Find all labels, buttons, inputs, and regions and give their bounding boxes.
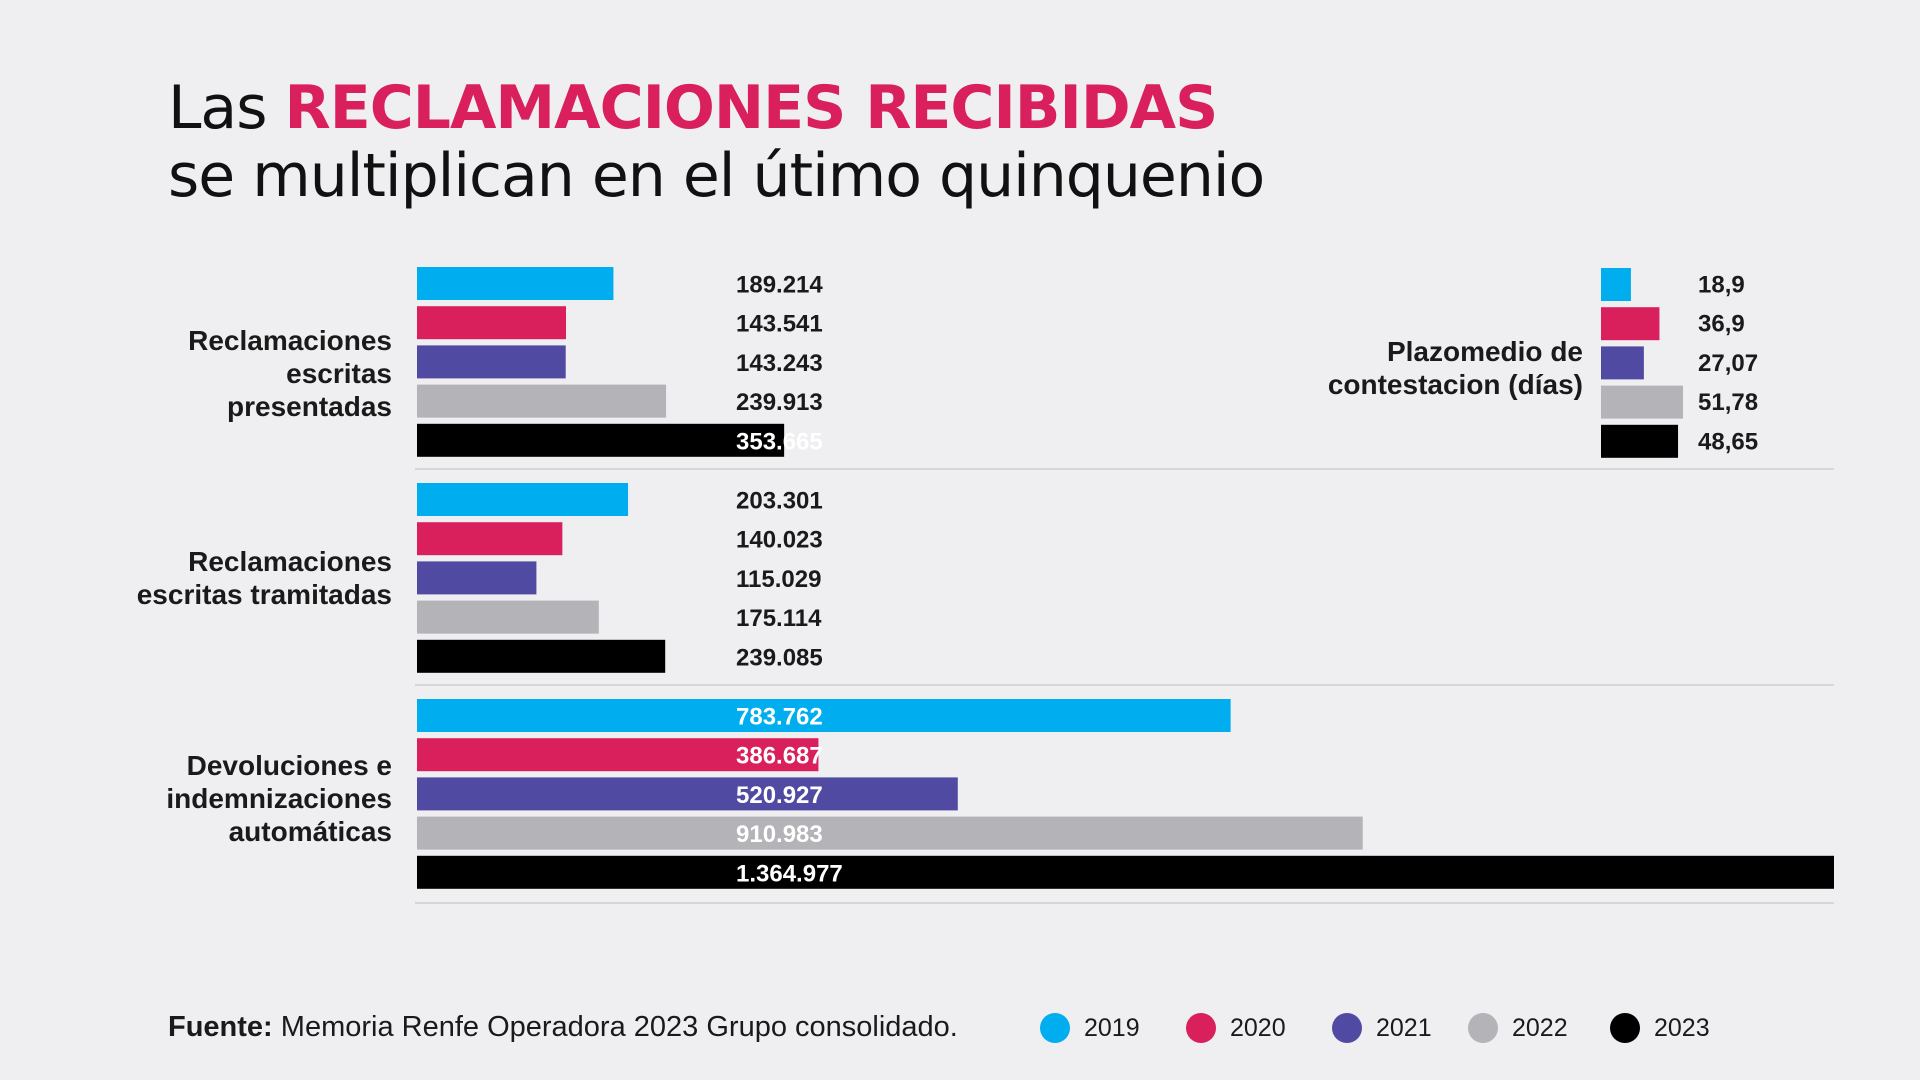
title-highlight: RECLAMACIONES RECIBIDAS [284, 73, 1219, 143]
data-label: 353.665 [736, 428, 823, 455]
bar-2021 [417, 777, 958, 811]
bar-2022 [417, 600, 599, 634]
plazo-bar-2021 [1601, 346, 1644, 380]
bar-2022 [417, 816, 1363, 850]
legend-dot-2019 [1040, 1013, 1070, 1043]
legend-item-2020: 2020 [1186, 1010, 1286, 1046]
group-label-line: Reclamaciones [188, 546, 392, 577]
bar-2023 [417, 855, 1834, 889]
plazo-data-label: 27,07 [1698, 350, 1758, 377]
plazo-bar-2019 [1601, 268, 1631, 301]
bar-2020 [417, 522, 563, 556]
data-label: 175.114 [736, 605, 822, 632]
bar-2023 [417, 639, 666, 673]
bar-2020 [417, 306, 567, 340]
legend-label-2019: 2019 [1084, 1013, 1140, 1042]
legend-label-2021: 2021 [1376, 1013, 1432, 1042]
legend-dot-2022 [1468, 1013, 1498, 1043]
data-label: 239.085 [736, 644, 823, 671]
legend-item-2019: 2019 [1040, 1010, 1140, 1046]
plazo-bar-2020 [1601, 307, 1660, 341]
legend-label-2020: 2020 [1230, 1013, 1286, 1042]
group-label-line: indemnizaciones [166, 783, 392, 814]
bar-2019 [417, 267, 614, 300]
data-label: 140.023 [736, 527, 823, 554]
plazo-bar-2022 [1601, 385, 1683, 419]
plazo-data-label: 51,78 [1698, 389, 1758, 416]
data-label: 239.913 [736, 389, 823, 416]
plazo-data-label: 48,65 [1698, 428, 1758, 455]
data-label: 143.541 [736, 311, 823, 338]
group-label-line: escritas tramitadas [136, 579, 392, 610]
group-label-line: Reclamaciones [188, 325, 392, 356]
legend-dot-2021 [1332, 1013, 1362, 1043]
data-label: 520.927 [736, 782, 823, 809]
plazo-title: Plazomedio de contestacion (días) [1300, 335, 1583, 401]
bar-2023 [417, 423, 785, 457]
legend-dot-2023 [1610, 1013, 1640, 1043]
plazo-title-line: contestacion (días) [1327, 369, 1583, 400]
data-label: 203.301 [736, 488, 823, 515]
chart-title: Las RECLAMACIONES RECIBIDAS se multiplic… [168, 73, 1265, 211]
bar-chart: 189.214 143.541 143.243 239.913 353.665 203.3… [415, 267, 1834, 904]
legend-item-2023: 2023 [1610, 1010, 1710, 1046]
bar-2019 [417, 483, 629, 516]
group-label-line: escritas [286, 358, 392, 389]
data-label: 1.364.977 [736, 860, 843, 887]
group-label-tramitadas: Reclamaciones escritas tramitadas [32, 545, 392, 611]
data-label: 386.687 [736, 743, 823, 770]
data-label: 783.762 [736, 704, 823, 731]
bar-2021 [417, 561, 537, 595]
plazo-data-label: 36,9 [1698, 311, 1745, 338]
data-label: 143.243 [736, 350, 823, 377]
data-label: 910.983 [736, 821, 823, 848]
legend-item-2022: 2022 [1468, 1010, 1568, 1046]
legend-label-2023: 2023 [1654, 1013, 1710, 1042]
group-label-line: Devoluciones e [186, 750, 392, 781]
title-prefix: Las [168, 73, 285, 143]
data-label: 115.029 [736, 566, 821, 593]
group-label-devoluciones: Devoluciones e indemnizaciones automátic… [32, 749, 392, 848]
group-label-line: automáticas [228, 816, 392, 847]
bar-2021 [417, 345, 566, 379]
legend-label-2022: 2022 [1512, 1013, 1568, 1042]
source-label: Fuente: [168, 1011, 273, 1043]
legend-item-2021: 2021 [1332, 1010, 1432, 1046]
group-label-line: presentadas [227, 391, 392, 422]
bar-2022 [417, 384, 667, 418]
bar-2020 [417, 738, 819, 772]
source-note: Fuente: Memoria Renfe Operadora 2023 Gru… [168, 1011, 958, 1044]
plazo-data-label: 18,9 [1698, 272, 1745, 299]
bar-2019 [417, 699, 1231, 732]
data-label: 189.214 [736, 272, 823, 299]
source-text: Memoria Renfe Operadora 2023 Grupo conso… [280, 1011, 958, 1043]
plazo-bar-2023 [1601, 424, 1679, 458]
legend-dot-2020 [1186, 1013, 1216, 1043]
group-label-presentadas: Reclamaciones escritas presentadas [32, 324, 392, 423]
plazo-title-line: Plazomedio de [1386, 336, 1583, 367]
title-line2: se multiplican en el útimo quinquenio [168, 141, 1265, 211]
